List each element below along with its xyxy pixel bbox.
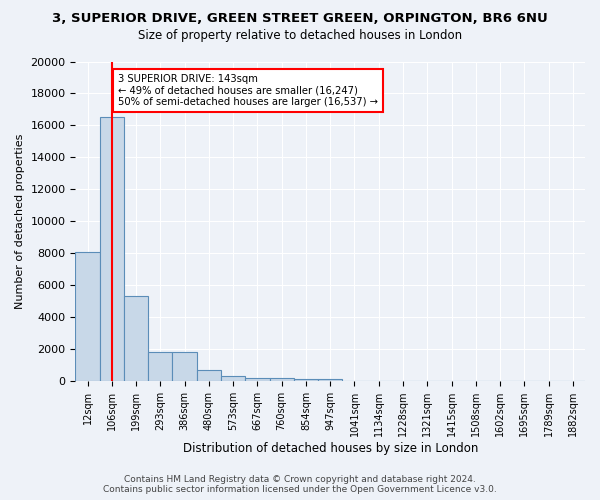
- Bar: [318, 379, 343, 381]
- Bar: [269, 378, 294, 381]
- Text: 3 SUPERIOR DRIVE: 143sqm
← 49% of detached houses are smaller (16,247)
50% of se: 3 SUPERIOR DRIVE: 143sqm ← 49% of detach…: [118, 74, 378, 108]
- Bar: [221, 376, 245, 381]
- Y-axis label: Number of detached properties: Number of detached properties: [15, 134, 25, 309]
- X-axis label: Distribution of detached houses by size in London: Distribution of detached houses by size …: [182, 442, 478, 455]
- Bar: [100, 118, 124, 381]
- Bar: [245, 378, 269, 381]
- Bar: [76, 252, 100, 381]
- Bar: [124, 296, 148, 381]
- Bar: [197, 370, 221, 381]
- Bar: [148, 352, 172, 381]
- Text: Size of property relative to detached houses in London: Size of property relative to detached ho…: [138, 29, 462, 42]
- Text: Contains HM Land Registry data © Crown copyright and database right 2024.
Contai: Contains HM Land Registry data © Crown c…: [103, 474, 497, 494]
- Bar: [294, 378, 318, 381]
- Text: 3, SUPERIOR DRIVE, GREEN STREET GREEN, ORPINGTON, BR6 6NU: 3, SUPERIOR DRIVE, GREEN STREET GREEN, O…: [52, 12, 548, 26]
- Bar: [172, 352, 197, 381]
